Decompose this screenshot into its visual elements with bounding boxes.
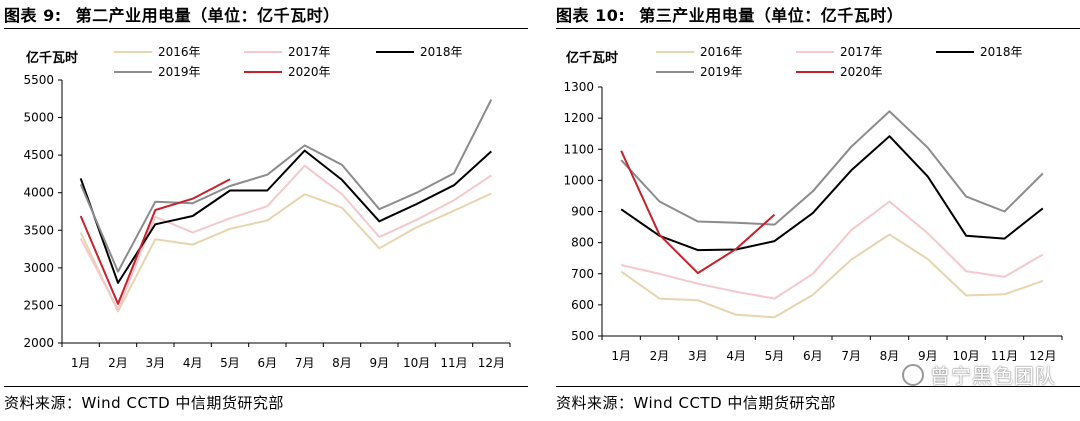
x-tick-label-11: 11月 [440, 356, 467, 370]
x-tick-label-3: 3月 [688, 349, 708, 363]
series-line-2018 [79, 149, 492, 284]
bottom-rule [556, 386, 1080, 387]
series-line-2020 [79, 178, 231, 305]
x-tick-label-4: 4月 [726, 349, 746, 363]
watermark-text: 曾宁黑色团队 [930, 364, 1056, 388]
chart-panel-tertiary-industry: 图表 10: 第三产业用电量（单位：亿千瓦时） 500 600 700 800 900 10… [556, 0, 1080, 421]
source-note: 资料来源：Wind CCTD 中信期货研究部 [556, 394, 836, 412]
figure-title: 图表 10: 第三产业用电量（单位：亿千瓦时） [556, 2, 903, 26]
bottom-rule [4, 386, 528, 387]
y-tick-label-3500: 3500 [23, 223, 54, 237]
legend-label-2020: 2020年 [288, 65, 331, 79]
legend-label-2019: 2019年 [700, 65, 743, 79]
line-chart-tertiary-industry: 500 600 700 800 900 1000 1100 1200 1300 1月 2月 3月 4月 5… [563, 45, 1063, 363]
x-tick-label-1: 1月 [611, 349, 631, 363]
y-tick-label-600: 600 [571, 298, 594, 312]
y-tick-label-5500: 5500 [23, 73, 54, 87]
y-tick-label-1100: 1100 [563, 142, 594, 156]
legend-label-2018: 2018年 [420, 45, 463, 59]
x-tick-label-7: 7月 [841, 349, 861, 363]
top-rule [4, 28, 528, 29]
y-tick-label-900: 900 [571, 205, 594, 219]
y-tick-label-1200: 1200 [563, 111, 594, 125]
watermark: 曾宁黑色团队 [902, 360, 1056, 389]
x-tick-label-6: 6月 [803, 349, 823, 363]
y-tick-label-4500: 4500 [23, 148, 54, 162]
y-tick-label-1300: 1300 [563, 80, 594, 94]
y-tick-label-4000: 4000 [23, 186, 54, 200]
x-tick-label-4: 4月 [183, 356, 203, 370]
x-tick-label-10: 10月 [953, 349, 980, 363]
x-tick-label-8: 8月 [880, 349, 900, 363]
x-tick-label-12: 12月 [1029, 349, 1056, 363]
series-line-2019 [79, 99, 493, 273]
y-axis-label: 亿千瓦时 [26, 50, 78, 66]
legend-label-2016: 2016年 [700, 45, 743, 59]
series-line-2017 [79, 164, 492, 311]
chart-panel-secondary-industry: 图表 9: 第二产业用电量（单位：亿千瓦时） 2000 2500 3000 3500 40… [4, 0, 532, 421]
legend-label-2019: 2019年 [158, 65, 201, 79]
top-rule [556, 28, 1080, 29]
x-tick-label-11: 11月 [991, 349, 1018, 363]
x-tick-label-7: 7月 [295, 356, 315, 370]
series-line-2017 [620, 200, 1044, 300]
legend-label-2016: 2016年 [158, 45, 201, 59]
y-tick-label-700: 700 [571, 267, 594, 281]
figure-title: 图表 9: 第二产业用电量（单位：亿千瓦时） [4, 2, 340, 26]
line-chart-secondary-industry: 2000 2500 3000 3500 4000 4500 5000 5500 1月 2月 3月 4月… [23, 45, 511, 370]
legend-label-2020: 2020年 [840, 65, 883, 79]
x-tick-label-10: 10月 [403, 356, 430, 370]
wechat-icon [902, 364, 924, 386]
legend-label-2018: 2018年 [980, 45, 1023, 59]
y-tick-label-3000: 3000 [23, 261, 54, 275]
y-tick-label-500: 500 [571, 329, 594, 343]
x-tick-label-9: 9月 [918, 349, 938, 363]
legend-label-2017: 2017年 [840, 45, 883, 59]
x-tick-label-5: 5月 [765, 349, 785, 363]
y-axis-label: 亿千瓦时 [566, 50, 618, 66]
x-tick-label-8: 8月 [332, 356, 352, 370]
x-tick-label-5: 5月 [220, 356, 240, 370]
source-note: 资料来源：Wind CCTD 中信期货研究部 [4, 394, 284, 412]
series-line-2019 [620, 110, 1044, 226]
legend-label-2017: 2017年 [288, 45, 331, 59]
x-tick-label-6: 6月 [258, 356, 278, 370]
series-line-2016 [620, 233, 1044, 319]
y-tick-label-2500: 2500 [23, 298, 54, 312]
x-tick-label-12: 12月 [478, 356, 505, 370]
figure-label: 图表 10: [556, 6, 626, 25]
y-tick-label-1000: 1000 [563, 173, 594, 187]
figure-caption: 第三产业用电量（单位：亿千瓦时） [639, 6, 904, 25]
x-tick-label-9: 9月 [370, 356, 390, 370]
figure-caption: 第二产业用电量（单位：亿千瓦时） [75, 6, 340, 25]
y-tick-label-2000: 2000 [23, 336, 54, 350]
y-tick-label-5000: 5000 [23, 111, 54, 125]
x-tick-label-2: 2月 [108, 356, 128, 370]
figure-label: 图表 9: [4, 6, 62, 25]
series-line-2016 [79, 192, 492, 313]
x-tick-label-1: 1月 [71, 356, 91, 370]
x-tick-label-3: 3月 [146, 356, 166, 370]
y-tick-label-800: 800 [571, 236, 594, 250]
series-line-2020 [620, 150, 776, 275]
series-line-2018 [620, 135, 1044, 252]
x-tick-label-2: 2月 [650, 349, 670, 363]
